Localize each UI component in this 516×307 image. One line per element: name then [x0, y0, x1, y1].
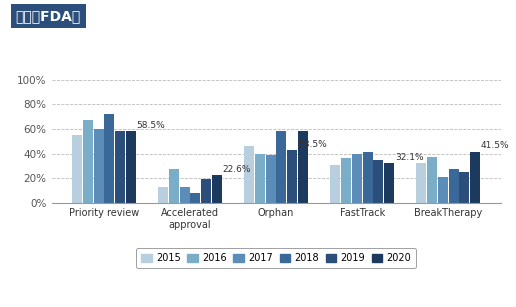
Bar	[330, 165, 340, 203]
Bar	[104, 114, 114, 203]
Bar	[158, 187, 168, 203]
Bar	[277, 131, 286, 203]
Text: 米国（FDA）: 米国（FDA）	[15, 9, 80, 23]
Bar	[287, 150, 297, 203]
Bar	[459, 172, 470, 203]
Bar	[470, 152, 480, 203]
Text: 41.5%: 41.5%	[481, 142, 510, 150]
Bar	[126, 131, 136, 203]
Bar	[212, 175, 222, 203]
Bar	[448, 169, 459, 203]
Bar	[373, 160, 383, 203]
Bar	[266, 155, 276, 203]
Bar	[438, 177, 448, 203]
Bar	[83, 120, 93, 203]
Bar	[352, 154, 362, 203]
Text: 58.5%: 58.5%	[137, 121, 166, 130]
Text: 58.5%: 58.5%	[298, 140, 327, 149]
Bar	[427, 157, 437, 203]
Bar	[384, 163, 394, 203]
Bar	[93, 129, 104, 203]
Bar	[115, 131, 125, 203]
Bar	[244, 146, 254, 203]
Bar	[190, 193, 200, 203]
Text: 32.1%: 32.1%	[395, 153, 424, 162]
Bar	[72, 135, 82, 203]
Bar	[416, 163, 426, 203]
Legend: 2015, 2016, 2017, 2018, 2019, 2020: 2015, 2016, 2017, 2018, 2019, 2020	[136, 248, 416, 268]
Text: 22.6%: 22.6%	[223, 165, 251, 174]
Bar	[201, 179, 211, 203]
Bar	[341, 158, 351, 203]
Bar	[169, 169, 179, 203]
Bar	[298, 131, 308, 203]
Bar	[255, 154, 265, 203]
Bar	[363, 152, 373, 203]
Bar	[180, 187, 189, 203]
